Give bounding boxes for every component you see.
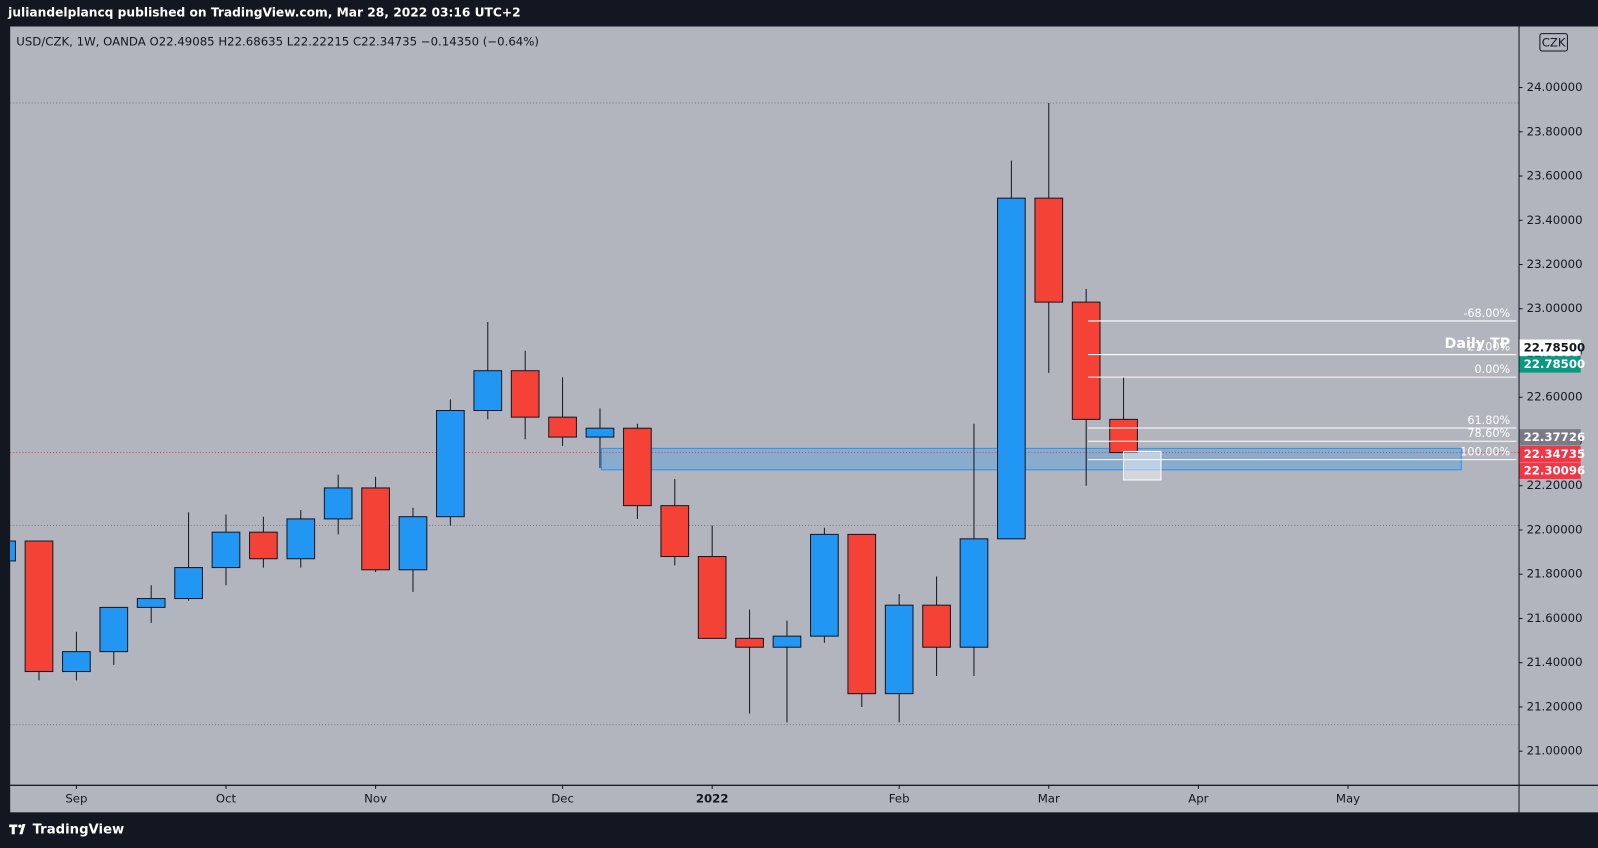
candle-body <box>697 556 727 639</box>
x-tick-label: Oct <box>216 792 237 806</box>
header: juliandelplancq published on TradingView… <box>7 6 520 20</box>
candle-body <box>884 604 914 695</box>
legend: USD/CZK, 1W, OANDA O22.49085 H22.68635 L… <box>16 34 539 48</box>
price-axis <box>1519 26 1598 785</box>
y-tick-label: 21.40000 <box>1527 655 1583 669</box>
candle-body <box>548 416 577 438</box>
time-axis <box>10 785 1598 813</box>
logo <box>9 824 26 835</box>
price-label: 22.30096 <box>1524 464 1586 478</box>
y-tick-label: 22.00000 <box>1527 522 1583 536</box>
candle-body <box>99 606 129 653</box>
logo-mark <box>19 824 26 835</box>
candle-body <box>361 487 390 571</box>
candle-body <box>585 427 615 438</box>
fib-label: 78.60% <box>1467 427 1510 440</box>
annotation: Daily TP <box>1445 336 1511 352</box>
candle-body <box>772 635 802 648</box>
box <box>1123 450 1162 481</box>
price-label-box <box>1519 356 1581 373</box>
y-tick-label: 23.80000 <box>1527 124 1583 138</box>
candle-body <box>249 531 278 560</box>
candle-body <box>136 598 166 608</box>
fib-label: 100.00% <box>1460 445 1510 458</box>
candle-body <box>1034 197 1064 303</box>
fib-label: 0.00% <box>1475 363 1511 376</box>
logo-mark <box>18 824 22 828</box>
candle-body <box>959 538 989 648</box>
currency[interactable]: CZK <box>1542 35 1566 49</box>
candle-body <box>1071 301 1101 420</box>
candle-body <box>473 370 503 412</box>
candle-body <box>847 533 877 695</box>
candle-body <box>1109 418 1138 454</box>
y-tick-label: 23.60000 <box>1527 169 1583 183</box>
candle-body <box>735 637 764 648</box>
fib-label: -68.00% <box>1463 307 1510 320</box>
candle-body <box>623 427 652 507</box>
fib-label: 61.80% <box>1467 414 1510 427</box>
y-tick-label: 22.20000 <box>1527 478 1583 492</box>
candle-body <box>62 651 91 673</box>
candle-body <box>660 505 690 558</box>
candle-body <box>510 370 540 418</box>
zone <box>600 447 1462 471</box>
price-label-box <box>1519 445 1581 463</box>
x-tick-label: Feb <box>889 792 910 806</box>
price-label-box <box>1519 339 1581 356</box>
candle-body <box>10 540 16 562</box>
candle-body <box>922 604 951 648</box>
logo-mark <box>9 824 18 835</box>
candle-body <box>398 516 428 571</box>
candle-body <box>24 540 54 673</box>
price-label-box <box>1519 462 1581 480</box>
x-tick-label: Nov <box>364 792 387 806</box>
y-tick-label: 21.00000 <box>1527 744 1583 758</box>
x-tick-label: Dec <box>551 792 574 806</box>
candle-body <box>174 567 203 600</box>
currency-box[interactable] <box>1539 33 1568 52</box>
axes: 21.00000 21.20000 21.40000 21.60000 21.80000… <box>65 80 1585 806</box>
price-label: 22.37726 <box>1524 430 1586 444</box>
y-tick-label: 23.40000 <box>1527 213 1583 227</box>
y-tick-label: 24.00000 <box>1527 80 1583 94</box>
candle-body <box>323 487 353 520</box>
candle-body <box>810 533 839 637</box>
candle-body <box>997 197 1026 540</box>
y-tick-label: 23.00000 <box>1527 301 1583 315</box>
x-tick-label: May <box>1336 792 1360 806</box>
candle-body <box>436 410 465 518</box>
candle-body <box>286 518 316 560</box>
plot-area <box>10 26 1519 785</box>
price-label-box <box>1519 429 1581 446</box>
y-tick-label: 22.60000 <box>1527 390 1583 404</box>
y-tick-label: 21.80000 <box>1527 567 1583 581</box>
price-label: 22.34735 <box>1524 447 1586 461</box>
price-label: 22.78500 <box>1524 340 1586 354</box>
footer: TradingView <box>33 823 125 838</box>
x-tick-label: Sep <box>65 792 87 806</box>
plot: -68.00% 27.00% 0.00% 61.80%78.60% 100.00% Dai… <box>10 102 1519 726</box>
y-tick-label: 23.20000 <box>1527 257 1583 271</box>
y-tick-label: 21.20000 <box>1527 699 1583 713</box>
candle-body <box>211 531 241 569</box>
y-tick-label: 21.60000 <box>1527 611 1583 625</box>
fib-label: 27.00% <box>1467 340 1510 353</box>
x-tick-label: 2022 <box>696 792 729 806</box>
x-tick-label: Apr <box>1188 792 1208 806</box>
price-label: 22.78500 <box>1524 357 1586 371</box>
x-tick-label: Mar <box>1038 792 1060 806</box>
